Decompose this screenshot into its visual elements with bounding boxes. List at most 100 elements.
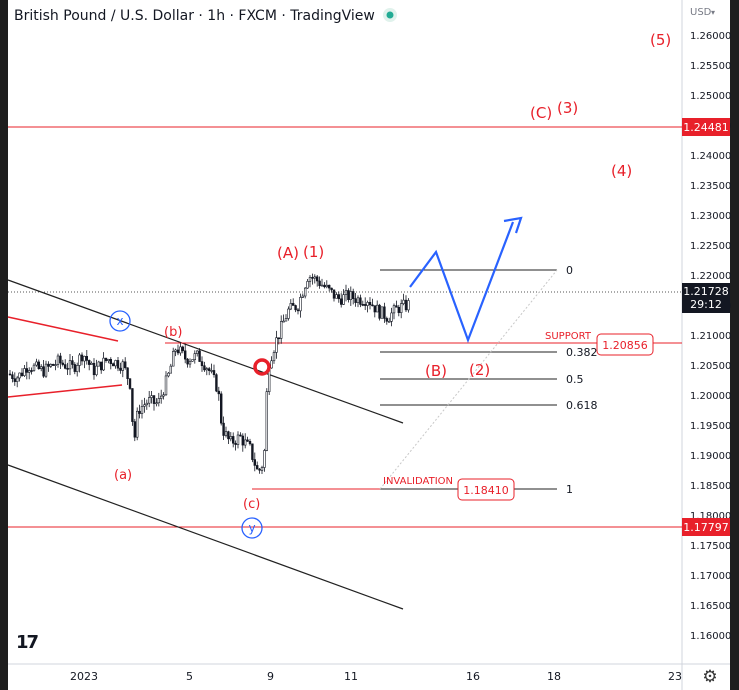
- chevron-down-icon[interactable]: ▾: [711, 8, 715, 17]
- candle-body: [119, 367, 122, 371]
- currency-selector[interactable]: USD: [690, 7, 712, 18]
- candle-body: [208, 368, 211, 371]
- wave-4-label: (4): [611, 162, 632, 180]
- fib-0: 0: [566, 264, 573, 277]
- price-axis[interactable]: [682, 0, 730, 664]
- candle-body: [160, 395, 163, 399]
- candle-body: [42, 366, 45, 377]
- wave-B-label: (B): [425, 362, 447, 380]
- price-tick: 1.26000: [690, 31, 731, 42]
- candle-body: [318, 280, 321, 286]
- candle-body: [59, 355, 62, 364]
- support-value-box: [596, 333, 654, 356]
- time-axis[interactable]: [8, 664, 730, 690]
- candle-body: [407, 300, 410, 311]
- time-tick-16: 16: [466, 670, 480, 683]
- candle-body: [371, 304, 374, 307]
- candle-body: [150, 395, 153, 398]
- last-price-badge: [682, 283, 730, 313]
- candle-body: [303, 287, 307, 297]
- candle-body: [174, 349, 177, 352]
- candle-body: [157, 398, 160, 404]
- candle-body: [315, 276, 319, 282]
- candle-body: [97, 361, 101, 367]
- bar-countdown: 29:12: [690, 298, 722, 311]
- candle-body: [224, 431, 228, 436]
- candle-body: [359, 297, 362, 305]
- candle-body: [68, 360, 72, 370]
- candle-body: [311, 277, 314, 279]
- wave-A-label: (A): [277, 244, 299, 262]
- price-tick: 1.21000: [690, 331, 731, 342]
- candle-body: [176, 349, 180, 354]
- candle-body: [188, 360, 192, 365]
- candle-body: [390, 312, 393, 322]
- time-tick-18: 18: [547, 670, 561, 683]
- price-tick: 1.22000: [690, 271, 731, 282]
- candle-body: [25, 368, 28, 373]
- candle-body: [83, 355, 86, 362]
- candle-body: [397, 306, 400, 313]
- candle-body: [351, 291, 355, 299]
- tradingview-logo-icon[interactable]: 17: [16, 632, 39, 653]
- candle-body: [246, 439, 249, 442]
- candle-body: [275, 337, 278, 353]
- candle-body: [344, 290, 348, 295]
- candle-body: [404, 299, 408, 311]
- plot-area[interactable]: [8, 0, 682, 664]
- candle-body: [131, 388, 134, 422]
- channel-upper: [7, 279, 404, 424]
- candle-body: [186, 358, 189, 365]
- wave-a-label: (a): [114, 468, 132, 483]
- candle-body: [88, 360, 91, 365]
- candle-body: [383, 306, 386, 319]
- price-tick: 1.25500: [690, 61, 731, 72]
- candle-body: [368, 302, 372, 306]
- gear-icon[interactable]: ⚙: [702, 667, 718, 687]
- candle-body: [80, 354, 84, 362]
- candle-body: [23, 368, 26, 376]
- candle-body: [212, 370, 216, 376]
- candle-body: [385, 318, 388, 322]
- candle-body: [349, 291, 352, 300]
- wave-x-circle: [109, 310, 131, 332]
- candle-body: [363, 304, 367, 306]
- candle-body: [169, 365, 172, 374]
- candle-body: [325, 284, 328, 288]
- candle-body: [392, 305, 396, 314]
- candle-body: [162, 394, 165, 397]
- candle-body: [387, 320, 391, 323]
- candle-body: [145, 402, 148, 406]
- candle-body: [64, 364, 67, 369]
- candle-body: [215, 374, 218, 392]
- time-tick-23: 23: [668, 670, 682, 683]
- price-tick: 1.20000: [690, 391, 731, 402]
- price-tick: 1.25000: [690, 91, 731, 102]
- candle-body: [37, 361, 41, 369]
- candle-body: [313, 276, 316, 279]
- candle-body: [227, 431, 230, 440]
- wave-y-label: y: [248, 521, 255, 535]
- candle-body: [140, 406, 144, 414]
- candle-body: [155, 402, 158, 405]
- support-label: SUPPORT: [545, 331, 592, 342]
- fib-retracement[interactable]: 0 0.382 0.5 0.618 1: [379, 264, 598, 496]
- candle-body: [332, 289, 336, 299]
- fib-1: 1: [566, 483, 573, 496]
- candle-body: [270, 360, 273, 369]
- candle-body: [102, 357, 105, 371]
- candle-body: [138, 410, 141, 414]
- candle-body: [44, 363, 48, 377]
- candle-body: [193, 353, 196, 360]
- candlestick-series: [8, 273, 410, 475]
- candle-body: [248, 441, 252, 445]
- candle-body: [8, 373, 12, 376]
- wave-b-label: (b): [164, 325, 182, 340]
- candle-body: [203, 365, 206, 371]
- price-tick: 1.18500: [690, 481, 731, 492]
- candle-body: [39, 366, 43, 369]
- candle-body: [78, 354, 81, 366]
- candle-body: [236, 434, 240, 445]
